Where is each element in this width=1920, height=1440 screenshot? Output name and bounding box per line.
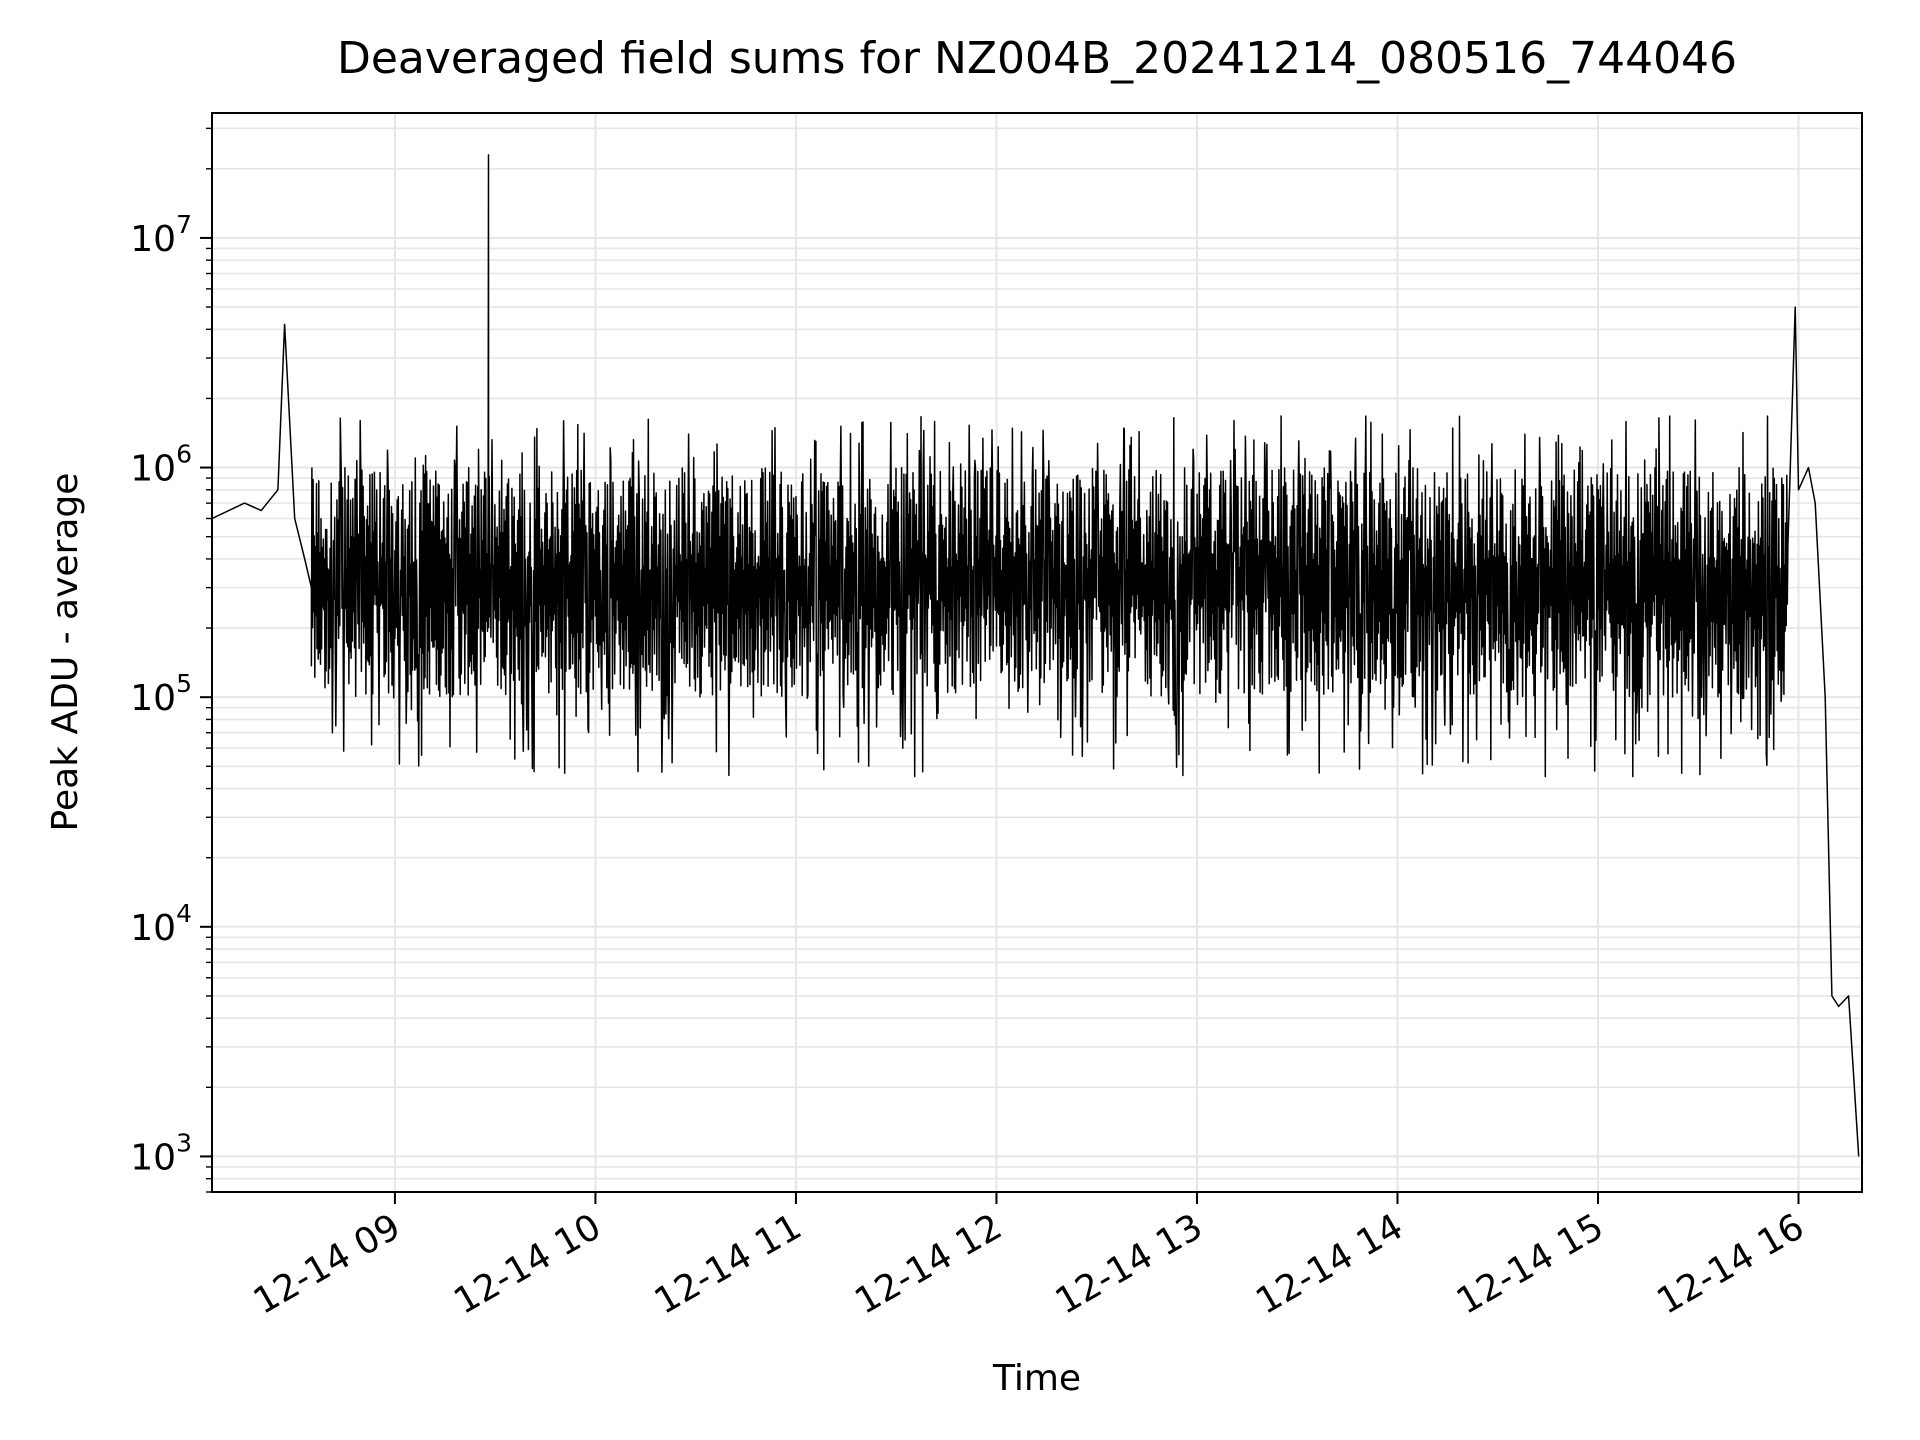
y-axis-label: Peak ADU - average bbox=[45, 473, 86, 832]
x-axis-label: Time bbox=[992, 1358, 1081, 1399]
y-tick-label: 106 bbox=[130, 440, 192, 490]
axes-frame bbox=[211, 112, 1863, 1193]
chart-title: Deaveraged field sums for NZ004B_2024121… bbox=[337, 33, 1737, 84]
series-line bbox=[211, 154, 1860, 1157]
y-tick-label: 103 bbox=[130, 1128, 192, 1178]
y-tick-label: 105 bbox=[130, 669, 192, 719]
y-ticks: 103 104 105 106 107 bbox=[130, 127, 212, 1193]
y-tick-label: 104 bbox=[130, 899, 192, 949]
y-tick-label: 107 bbox=[130, 210, 192, 260]
